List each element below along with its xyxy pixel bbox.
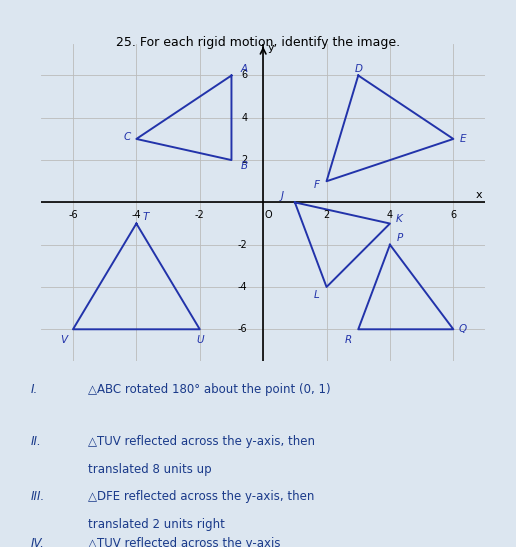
Text: 6: 6 bbox=[241, 71, 247, 80]
Text: y: y bbox=[268, 43, 275, 53]
Text: 2: 2 bbox=[241, 155, 247, 165]
Text: U: U bbox=[196, 335, 204, 345]
Text: O: O bbox=[264, 210, 272, 220]
Text: R: R bbox=[345, 335, 352, 345]
Text: -4: -4 bbox=[132, 210, 141, 220]
Text: III.: III. bbox=[31, 490, 45, 503]
Text: V: V bbox=[60, 335, 67, 345]
Text: IV.: IV. bbox=[31, 537, 45, 547]
Text: Q: Q bbox=[459, 324, 467, 334]
Text: B: B bbox=[240, 161, 248, 171]
Text: 6: 6 bbox=[450, 210, 457, 220]
Text: △DFE reflected across the y-axis, then: △DFE reflected across the y-axis, then bbox=[88, 490, 314, 503]
Text: E: E bbox=[460, 134, 466, 144]
Text: -6: -6 bbox=[68, 210, 78, 220]
Text: P: P bbox=[396, 234, 402, 243]
Text: translated 8 units up: translated 8 units up bbox=[88, 463, 212, 476]
Text: II.: II. bbox=[31, 435, 42, 448]
Text: -2: -2 bbox=[237, 240, 247, 249]
Text: 4: 4 bbox=[387, 210, 393, 220]
Text: A: A bbox=[240, 64, 248, 74]
Text: T: T bbox=[143, 212, 149, 222]
Text: 2: 2 bbox=[324, 210, 330, 220]
Text: -6: -6 bbox=[238, 324, 247, 334]
Text: x: x bbox=[475, 190, 482, 200]
Text: C: C bbox=[123, 132, 131, 142]
Text: 25. For each rigid motion, identify the image.: 25. For each rigid motion, identify the … bbox=[116, 36, 400, 49]
Text: -2: -2 bbox=[195, 210, 205, 220]
Text: D: D bbox=[354, 64, 362, 74]
Text: J: J bbox=[281, 191, 284, 201]
Text: I.: I. bbox=[31, 383, 38, 396]
Text: -4: -4 bbox=[238, 282, 247, 292]
Text: 4: 4 bbox=[241, 113, 247, 123]
Text: translated 2 units right: translated 2 units right bbox=[88, 518, 224, 531]
Text: F: F bbox=[314, 181, 320, 190]
Text: K: K bbox=[396, 214, 403, 224]
Text: L: L bbox=[314, 290, 320, 300]
Text: △TUV reflected across the y-axis, then: △TUV reflected across the y-axis, then bbox=[88, 435, 315, 448]
Text: △TUV reflected across the y-axis: △TUV reflected across the y-axis bbox=[88, 537, 280, 547]
Text: △ABC rotated 180° about the point (0, 1): △ABC rotated 180° about the point (0, 1) bbox=[88, 383, 330, 396]
